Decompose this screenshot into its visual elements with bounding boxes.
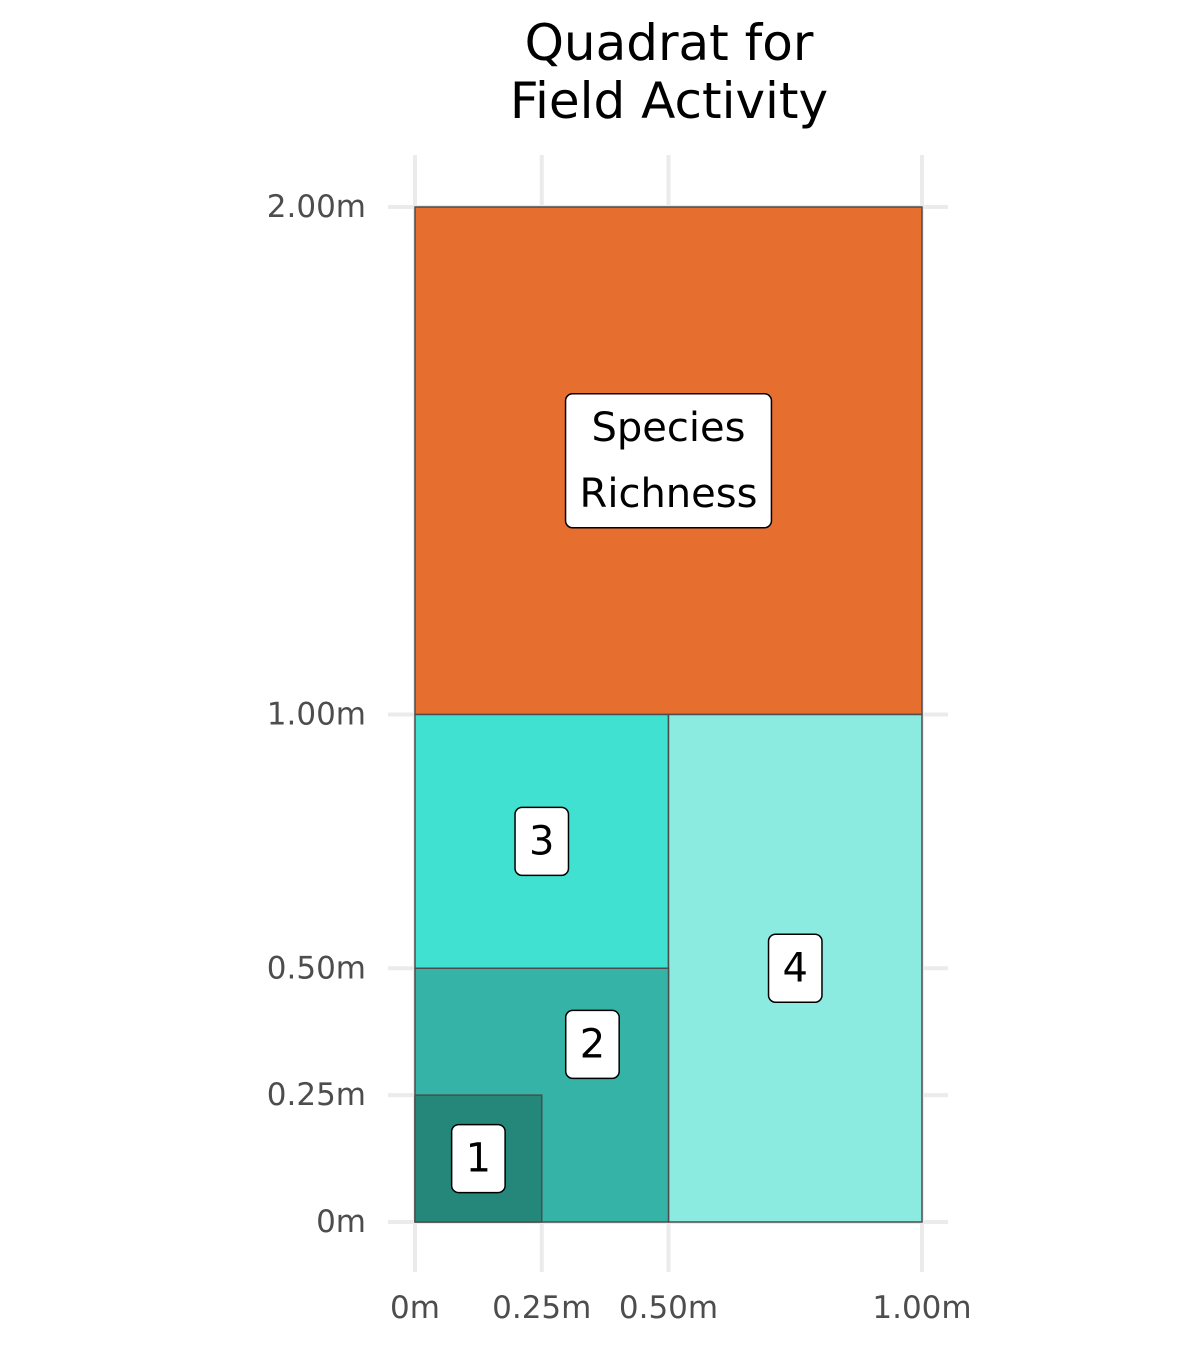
- cell-label-box: [450, 1123, 506, 1194]
- chart-title-line-2: Field Activity: [509, 72, 829, 130]
- y-tick-label-2: 0.50m: [267, 950, 366, 986]
- axis-labels: 0m 0.25m 0.50m 1.00m 2.00m 0m 0.25m 0.50m 1.00m: [267, 189, 972, 1326]
- y-tick-label-0: 0m: [316, 1204, 366, 1240]
- cell-label-layer: Species Richness 3 4 2 1: [450, 393, 823, 1194]
- cell-label-text: 4: [783, 945, 808, 991]
- cell-label-box: [564, 1009, 620, 1080]
- cell-label-text: 3: [529, 818, 554, 864]
- cell-label-text: 1: [466, 1136, 491, 1182]
- y-tick-label-4: 2.00m: [267, 189, 366, 225]
- cell-label-species-richness: Species Richness: [564, 393, 773, 529]
- cell-label-text: 2: [580, 1021, 605, 1067]
- cell-label-2: 2: [564, 1009, 620, 1080]
- x-tick-label-0: 0m: [390, 1290, 440, 1326]
- x-tick-label-2: 0.50m: [619, 1290, 718, 1326]
- cell-label-text: Richness: [580, 471, 758, 517]
- cell-label-4: 4: [767, 933, 823, 1003]
- cell-label-box: [767, 933, 823, 1003]
- y-tick-label-1: 0.25m: [267, 1077, 366, 1113]
- chart-title-line-1: Quadrat for: [524, 14, 814, 72]
- chart-title: Quadrat for Field Activity: [0, 14, 1200, 130]
- x-tick-label-1: 0.25m: [492, 1290, 591, 1326]
- cell-label-text: Species: [592, 405, 746, 451]
- cell-label-1: 1: [450, 1123, 506, 1194]
- cell-label-box: [564, 393, 773, 529]
- x-tick-label-3: 1.00m: [872, 1290, 971, 1326]
- y-tick-label-3: 1.00m: [267, 697, 366, 733]
- cell-label-box: [514, 806, 570, 877]
- cell-layer: [414, 206, 923, 1223]
- cell-label-3: 3: [514, 806, 570, 877]
